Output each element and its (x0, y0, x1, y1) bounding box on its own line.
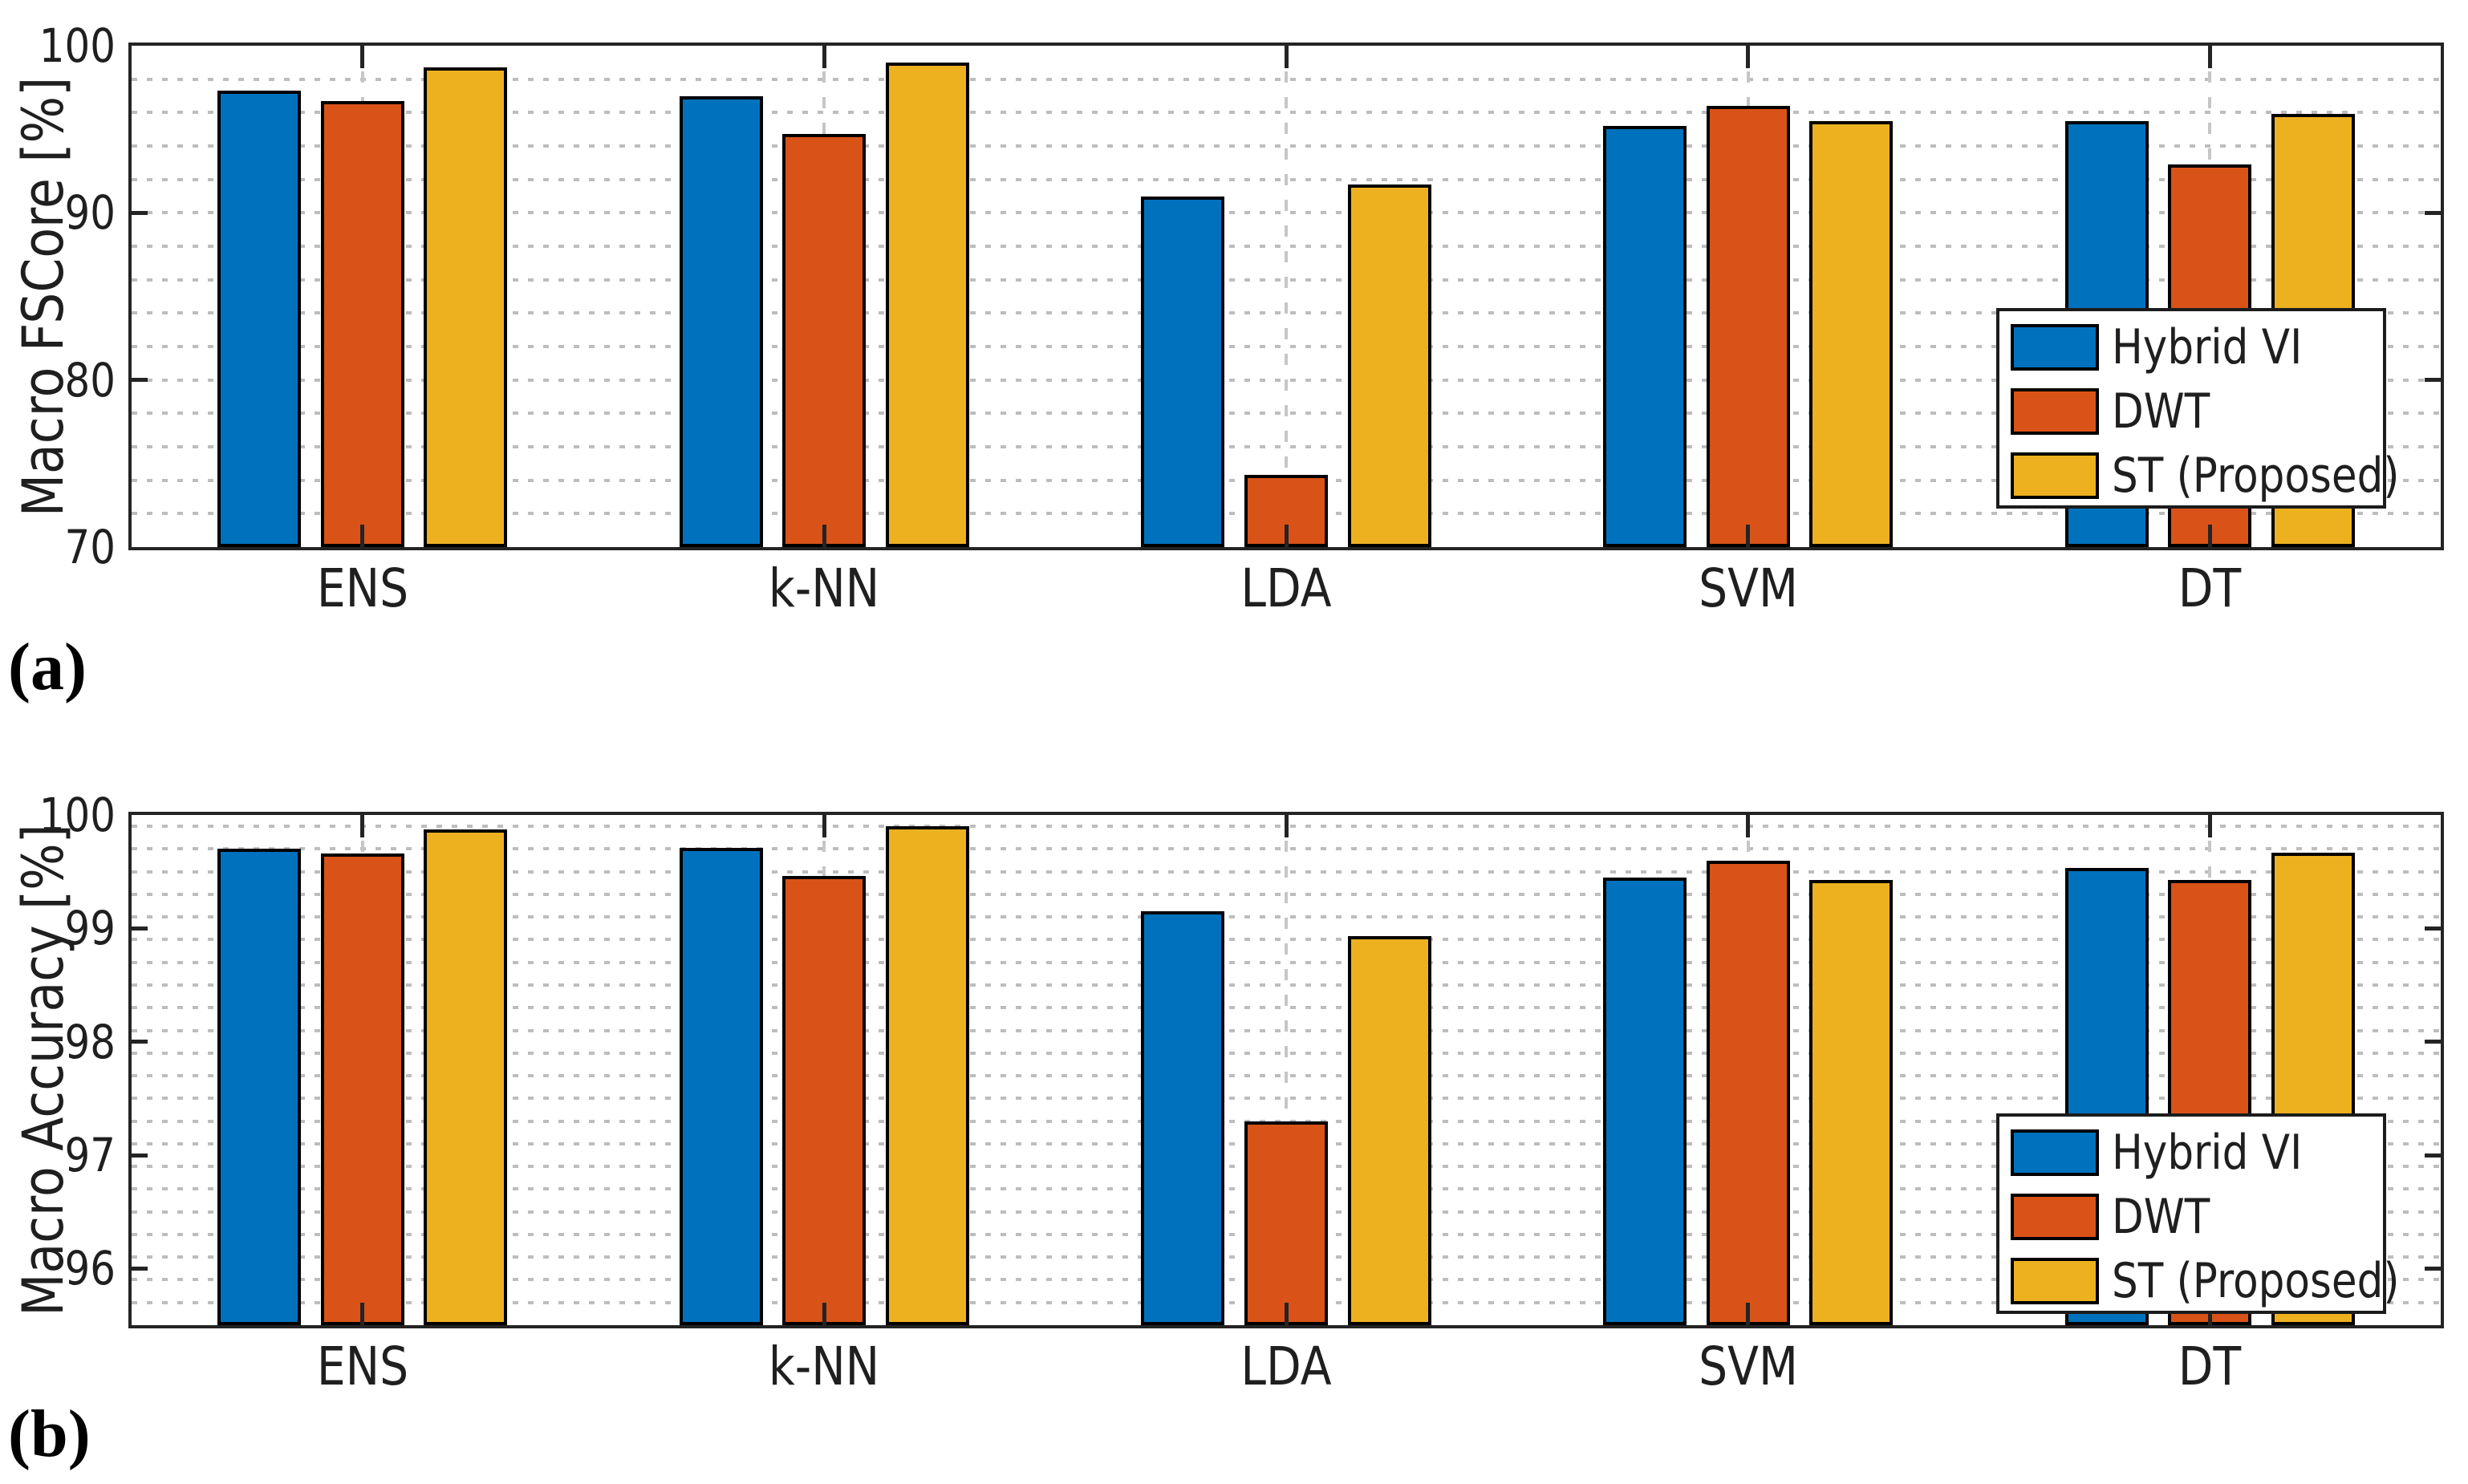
bar-a-k-nn-0 (679, 95, 763, 547)
x-tick-label-svm: SVM (1698, 1336, 1798, 1397)
bar-b-ens-0 (217, 849, 302, 1325)
bar-b-lda-0 (1141, 911, 1225, 1325)
legend-label-dwt: DWT (2112, 383, 2210, 440)
y-tick-left (132, 1153, 148, 1158)
y-tick-label-96: 96 (64, 1241, 116, 1296)
y-tick-right (2425, 378, 2441, 383)
bar-a-ens-1 (320, 100, 404, 547)
y-axis-label-a: Macro FSCore [%] (10, 76, 76, 517)
x-tick-top (360, 46, 365, 68)
x-tick-label-ens: ENS (316, 558, 408, 619)
x-tick-bottom (1746, 525, 1751, 547)
x-tick-bottom (2207, 1303, 2212, 1325)
x-tick-bottom (360, 1303, 365, 1325)
bar-b-lda-1 (1244, 1121, 1328, 1325)
x-tick-label-svm: SVM (1698, 558, 1798, 619)
y-tick-left (132, 1266, 148, 1271)
legend-swatch-hybrid-vi (2011, 324, 2099, 371)
bar-a-svm-2 (1809, 120, 1894, 547)
bar-b-k-nn-2 (886, 826, 970, 1325)
bar-b-ens-1 (320, 854, 404, 1325)
bar-a-ens-2 (424, 67, 508, 547)
panel-label-b: (b) (8, 1397, 91, 1471)
x-tick-top (2207, 46, 2212, 68)
bar-a-svm-0 (1602, 126, 1687, 547)
x-tick-top (360, 815, 365, 837)
bar-a-k-nn-1 (782, 134, 867, 547)
x-tick-label-dt: DT (2178, 1336, 2242, 1397)
bar-a-lda-0 (1141, 196, 1225, 547)
x-tick-bottom (1284, 1303, 1289, 1325)
plot-area-a (128, 43, 2444, 550)
x-tick-top (1746, 815, 1751, 837)
x-tick-bottom (360, 525, 365, 547)
x-tick-top (822, 815, 826, 837)
x-tick-label-ens: ENS (316, 1336, 408, 1397)
y-tick-label-90: 90 (64, 185, 116, 241)
y-tick-label-70: 70 (64, 520, 116, 574)
y-tick-right (2425, 1266, 2441, 1271)
x-tick-bottom (1284, 525, 1289, 547)
bar-b-ens-2 (424, 829, 508, 1325)
bar-b-svm-0 (1602, 877, 1687, 1325)
y-axis-label-b: Macro Accuracy [%] (10, 824, 76, 1316)
legend-b: Hybrid VI DWT ST (Proposed) (1996, 1113, 2400, 1314)
legend-label-st-proposed-: ST (Proposed) (2112, 448, 2400, 504)
x-tick-top (822, 46, 826, 68)
y-tick-left (132, 378, 148, 383)
y-tick-right (2425, 926, 2441, 931)
y-tick-right (2425, 210, 2441, 215)
x-tick-label-k-nn: k-NN (769, 558, 880, 619)
legend-swatch-st-proposed- (2011, 452, 2099, 499)
x-tick-bottom (822, 525, 826, 547)
x-tick-bottom (822, 1303, 826, 1325)
vertical-gridline (1285, 46, 1288, 547)
bar-a-svm-1 (1706, 106, 1790, 547)
plot-area-b (128, 812, 2444, 1328)
bar-a-ens-0 (217, 91, 302, 547)
legend-label-hybrid-vi: Hybrid VI (2112, 1125, 2303, 1181)
x-tick-label-lda: LDA (1240, 1336, 1332, 1397)
panel-label-a: (a) (8, 630, 87, 704)
bar-a-lda-2 (1347, 184, 1431, 547)
y-tick-right (2425, 1153, 2441, 1158)
y-tick-label-100: 100 (39, 18, 116, 73)
bar-b-svm-1 (1706, 860, 1790, 1325)
y-tick-left (132, 926, 148, 931)
x-tick-label-dt: DT (2178, 558, 2242, 619)
legend-swatch-dwt (2011, 388, 2099, 435)
legend-swatch-hybrid-vi (2011, 1129, 2099, 1176)
y-tick-left (132, 1040, 148, 1044)
y-tick-label-100: 100 (39, 788, 116, 842)
x-tick-bottom (2207, 525, 2212, 547)
x-tick-bottom (1746, 1303, 1751, 1325)
bar-b-svm-2 (1809, 879, 1894, 1325)
y-tick-label-80: 80 (64, 352, 116, 407)
x-tick-top (1284, 46, 1289, 68)
bar-b-k-nn-1 (782, 876, 867, 1325)
legend-label-st-proposed-: ST (Proposed) (2112, 1253, 2400, 1309)
x-tick-label-lda: LDA (1240, 558, 1332, 619)
legend-label-dwt: DWT (2112, 1189, 2210, 1245)
legend-a: Hybrid VI DWT ST (Proposed) (1996, 308, 2400, 509)
vertical-gridline (1285, 815, 1288, 1325)
x-tick-top (1284, 815, 1289, 837)
y-tick-label-98: 98 (64, 1014, 116, 1069)
x-tick-label-k-nn: k-NN (769, 1336, 880, 1397)
y-tick-label-97: 97 (64, 1128, 116, 1182)
legend-swatch-st-proposed- (2011, 1258, 2099, 1304)
bar-b-k-nn-0 (679, 848, 763, 1325)
y-tick-left (132, 210, 148, 215)
y-tick-label-99: 99 (64, 901, 116, 956)
legend-label-hybrid-vi: Hybrid VI (2112, 319, 2303, 375)
bar-a-k-nn-2 (886, 62, 970, 547)
y-tick-right (2425, 1040, 2441, 1044)
x-tick-top (1746, 46, 1751, 68)
bar-b-lda-2 (1347, 936, 1431, 1325)
x-tick-top (2207, 815, 2212, 837)
legend-swatch-dwt (2011, 1194, 2099, 1240)
